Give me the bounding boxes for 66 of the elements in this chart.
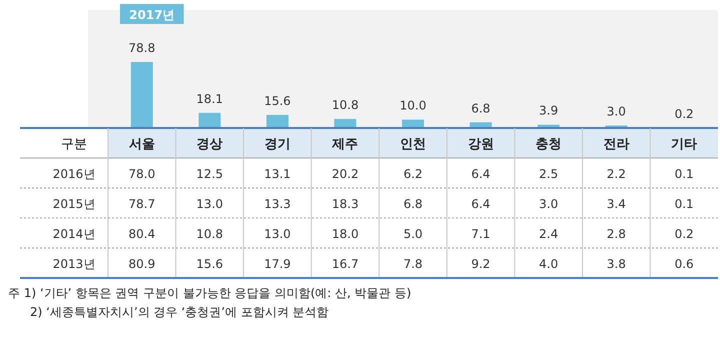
y-tick-label: 2014년 [52,227,96,241]
data-label: 0.2 [674,227,694,241]
data-label: 15.6 [264,94,291,108]
data-label: 17.9 [264,257,291,271]
data-label: 2.2 [606,167,626,181]
y-tick-label: 2013년 [52,257,96,271]
data-label: 2.4 [539,227,558,241]
data-label: 78.0 [128,167,156,181]
x-tick-label: 기타 [671,137,698,152]
data-label: 0.6 [674,257,694,271]
text: 2) ‘세종특별자치시’의 경우 ‘충청권’에 포함시켜 분석함 [30,305,329,319]
data-label: 78.8 [128,41,156,55]
text: 2017년 [129,8,175,22]
data-label: 9.2 [471,257,490,271]
data-label: 13.0 [196,197,224,211]
x-tick-label: 경상 [196,137,223,152]
bar [266,114,288,128]
data-label: 78.7 [128,197,156,211]
x-tick-label: 전라 [603,137,630,152]
data-label: 0.2 [674,106,694,121]
data-label: 13.1 [264,167,291,181]
data-label: 3.9 [539,104,558,118]
data-label: 20.2 [332,167,359,181]
x-axis-title: 구분 [61,137,87,152]
data-label: 2.8 [606,227,626,241]
data-label: 13.3 [264,197,291,211]
data-label: 13.0 [264,227,291,241]
x-tick-label: 충청 [536,137,562,152]
data-label: 12.5 [196,167,224,181]
y-tick-label: 2015년 [52,197,96,211]
data-label: 6.8 [471,101,490,116]
data-label: 0.1 [674,197,694,211]
data-label: 18.1 [196,92,224,106]
data-label: 10.0 [400,98,426,113]
bar [198,112,221,128]
data-label: 16.7 [332,257,359,271]
data-label: 3.0 [539,197,558,211]
data-label: 2.5 [539,167,558,181]
data-label: 6.4 [471,197,490,211]
x-tick-label: 서울 [128,137,155,152]
data-label: 6.2 [403,167,423,181]
data-label: 18.3 [332,197,359,211]
data-label: 0.1 [674,167,694,181]
text: 주 1) ‘기타’ 항목은 권역 구분이 불가능한 응답을 의미함(예: 산, 박물관 등) [8,286,412,300]
x-tick-label: 강원 [468,137,494,152]
data-label: 10.8 [196,227,224,241]
bar [130,62,153,128]
data-label: 6.8 [403,197,423,211]
data-label: 5.0 [403,227,423,241]
data-label: 7.8 [403,257,423,271]
data-label: 15.6 [196,257,224,271]
data-label: 3.0 [606,104,626,118]
data-label: 6.4 [471,167,490,181]
data-label: 3.8 [606,257,626,271]
data-label: 7.1 [471,227,490,241]
bar [402,120,424,128]
x-tick-label: 경기 [264,137,290,152]
data-label: 18.0 [332,227,359,241]
x-tick-label: 제주 [331,137,358,152]
data-label: 80.4 [128,227,156,241]
data-label: 3.4 [606,197,626,211]
data-label: 80.9 [128,257,156,271]
x-tick-label: 인천 [400,137,426,152]
y-tick-label: 2016년 [52,167,96,181]
data-label: 10.8 [332,98,359,112]
data-label: 4.0 [539,257,558,271]
